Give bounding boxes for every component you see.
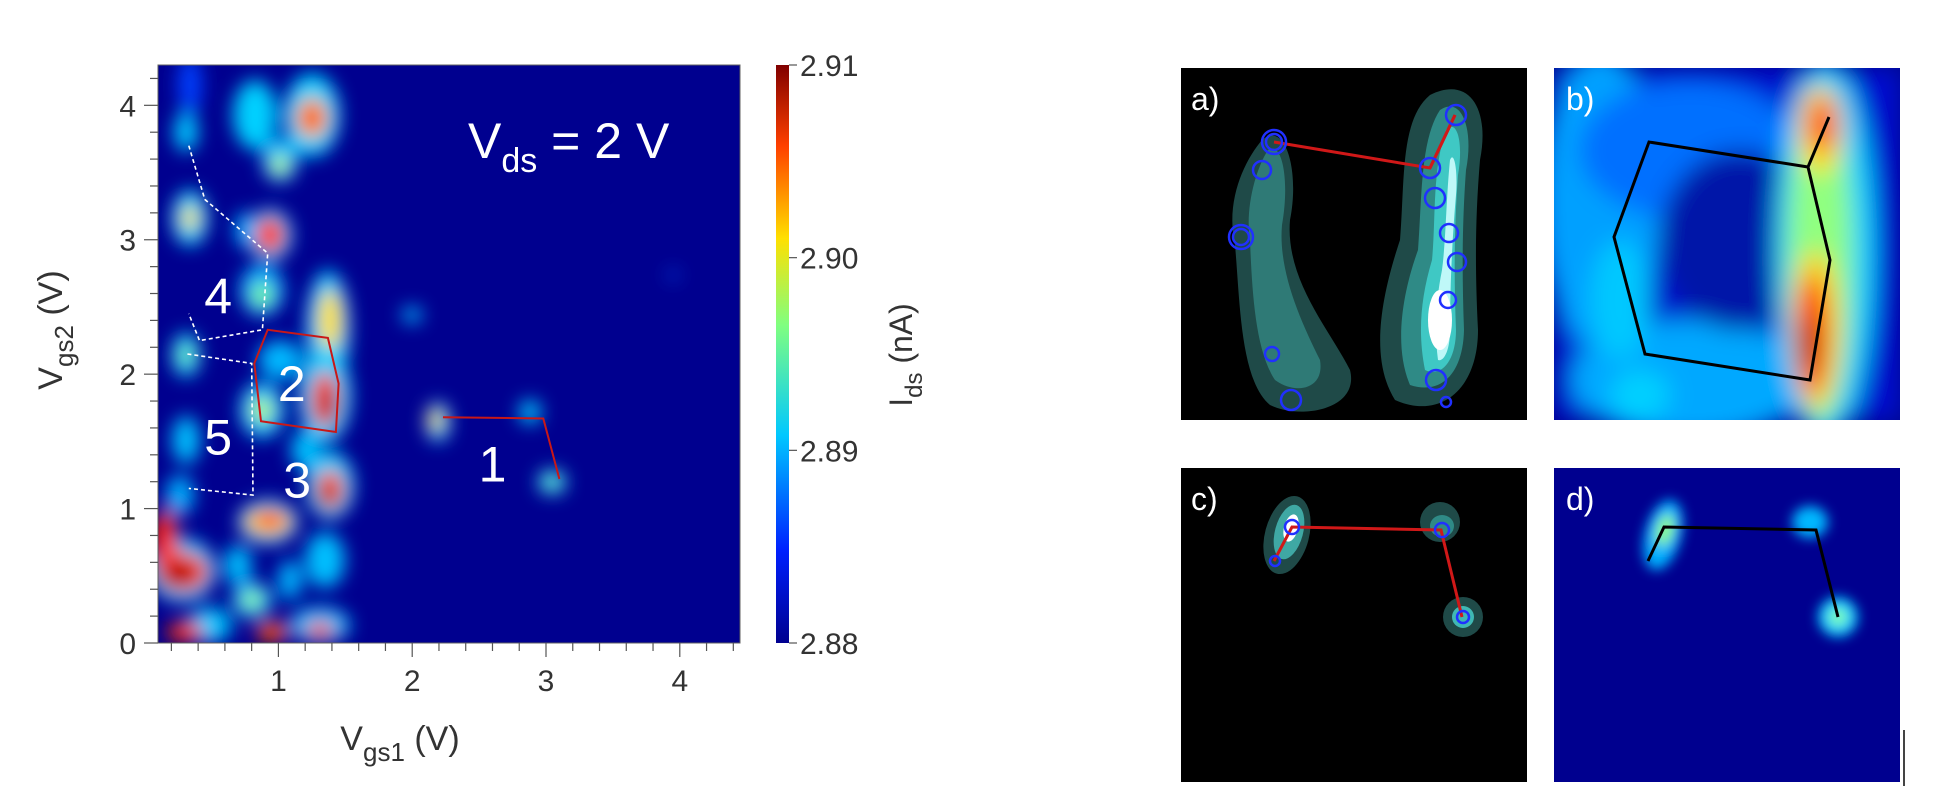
hexagon-outline-2 (253, 328, 340, 434)
panel-a-markers (1227, 103, 1468, 412)
panel-d-path (1646, 525, 1840, 618)
y-tick-label: 2 (119, 359, 136, 392)
heatmap-background (158, 65, 740, 643)
panel-c-label: c) (1191, 481, 1218, 517)
heatmap-blobs (158, 65, 678, 643)
colorbar-gradient (776, 65, 789, 643)
x-axis-ticks: 1 2 3 4 (170, 643, 734, 698)
panel-a: a) (1181, 68, 1527, 420)
panel-b-path (1612, 116, 1832, 382)
y-tick-label: 4 (119, 90, 136, 123)
colorbar-label: Ids (nA) (883, 303, 928, 407)
y-axis-label: Vgs2 (V) (32, 270, 79, 389)
x-tick-label: 1 (270, 665, 287, 698)
overlays (187, 145, 561, 496)
y-tick-label: 1 (119, 494, 136, 527)
region-label-1: 1 (479, 436, 507, 492)
panel-c: c) (1181, 468, 1527, 782)
vds-annotation: Vds = 2 V (468, 113, 670, 180)
x-tick-label: 2 (404, 665, 421, 698)
colorbar: 2.88 2.89 2.90 2.91 Ids (nA) (776, 50, 928, 661)
panel-a-label: a) (1191, 81, 1219, 117)
region-label-5: 5 (204, 410, 232, 466)
y-axis-ticks: 0 1 2 3 4 (119, 77, 158, 661)
panel-b-label: b) (1566, 81, 1594, 117)
panel-c-path (1272, 525, 1464, 618)
x-tick-label: 3 (538, 665, 555, 698)
region-labels: 1 2 3 4 5 (204, 268, 506, 508)
panel-a-density (1232, 89, 1483, 412)
region-label-3: 3 (283, 453, 311, 509)
colorbar-ticks: 2.88 2.89 2.90 2.91 (789, 50, 858, 661)
colorbar-tick-label: 2.88 (800, 628, 858, 661)
x-tick-label: 4 (671, 665, 688, 698)
cell-outline-4 (188, 145, 269, 342)
y-tick-label: 3 (119, 225, 136, 258)
x-axis-label: Vgs1 (V) (340, 720, 459, 767)
main-heatmap: 1 2 3 4 5 Vds = 2 V 1 2 3 4 0 1 2 3 4 Vgs1 (V) Vgs2… (32, 64, 741, 767)
colorbar-tick-label: 2.91 (800, 50, 858, 83)
heatmap-frame (157, 64, 741, 644)
panel-d-label: d) (1566, 481, 1594, 517)
panel-c-markers (1268, 518, 1471, 625)
colorbar-tick-label: 2.89 (800, 435, 858, 468)
panel-b: b) (1554, 68, 1900, 420)
colorbar-tick-label: 2.90 (800, 243, 858, 276)
panel-d: d) (1554, 468, 1900, 782)
path-outline-1 (442, 416, 561, 480)
region-label-2: 2 (278, 356, 306, 412)
y-tick-label: 0 (119, 628, 136, 661)
region-label-4: 4 (204, 268, 232, 324)
panel-b-density (1554, 68, 1900, 420)
